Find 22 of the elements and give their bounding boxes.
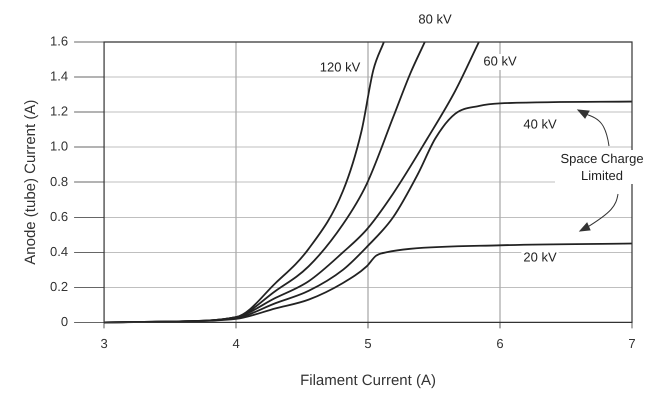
x-tick-label: 3 <box>100 336 108 351</box>
y-tick-label: 0.4 <box>50 244 68 259</box>
y-tick-label: 0.6 <box>50 208 68 224</box>
x-tick-label: 6 <box>496 336 504 351</box>
y-tick-label: 0.8 <box>50 174 68 189</box>
series-label: 60 kV <box>483 54 517 69</box>
x-tick-label: 4 <box>232 336 240 351</box>
x-axis-title: Filament Current (A) <box>300 372 436 390</box>
series-label: 20 kV <box>523 250 557 265</box>
y-tick-label: 1.0 <box>50 138 68 154</box>
y-axis-title: Anode (tube) Current (A) <box>22 100 40 265</box>
annotation: Space Charge Limited <box>555 150 649 184</box>
y-tick-label: 1.6 <box>50 34 68 49</box>
y-tick-label: 1.4 <box>50 68 68 84</box>
x-tick-label: 5 <box>364 336 372 351</box>
x-tick-label: 7 <box>628 336 636 351</box>
y-tick-label: 1.2 <box>50 104 68 119</box>
series-label: 40 kV <box>523 116 557 132</box>
series-label: 80 kV <box>418 12 452 27</box>
y-tick-label: 0.2 <box>50 278 68 294</box>
series-label: 120 kV <box>320 60 361 75</box>
y-tick-label: 0 <box>60 314 68 329</box>
